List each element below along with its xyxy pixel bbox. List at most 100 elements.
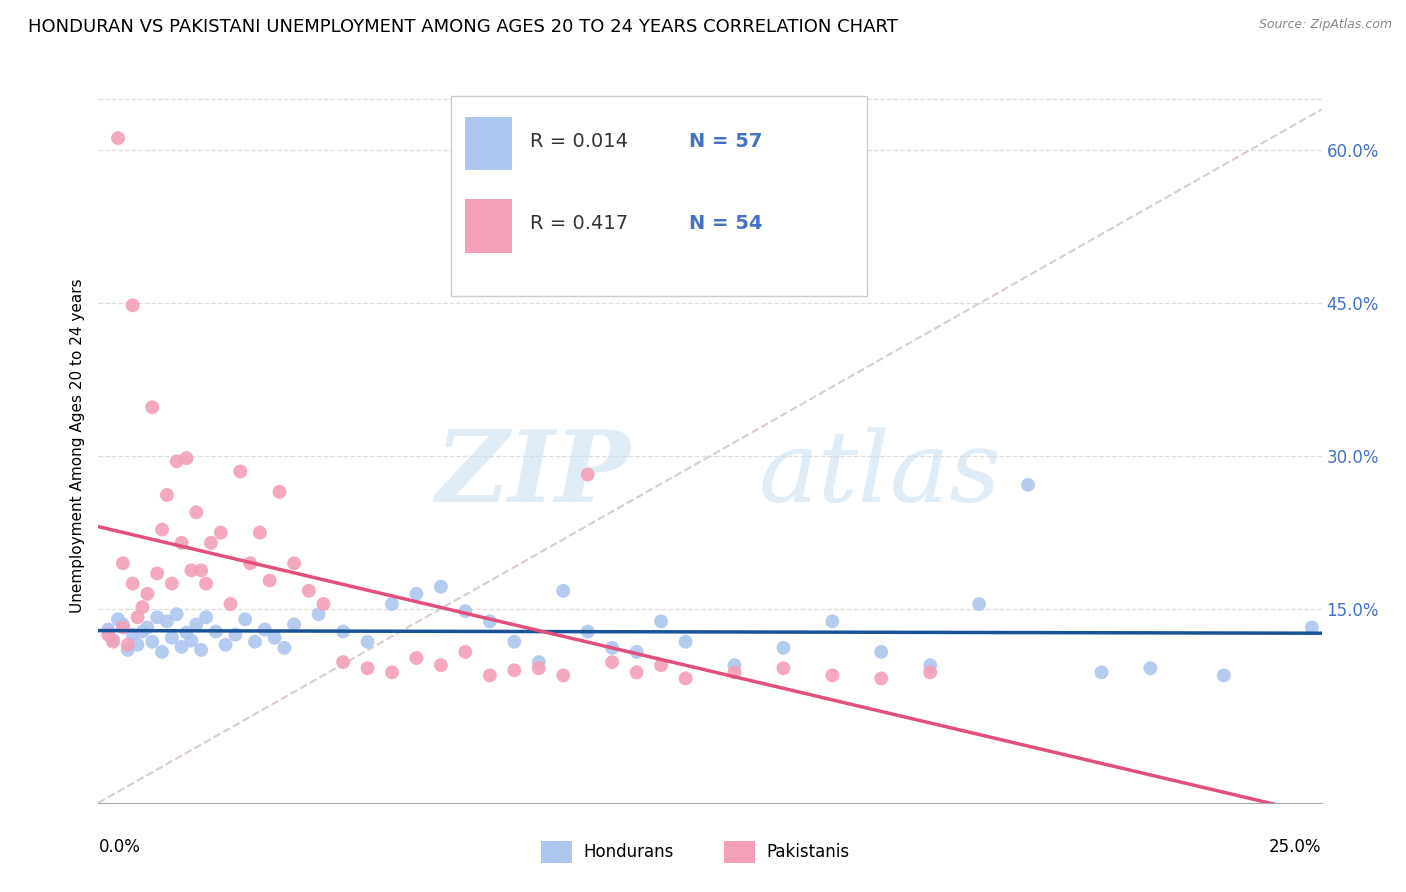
Point <box>626 645 648 659</box>
Point <box>101 632 124 647</box>
Point <box>332 655 354 669</box>
Point <box>312 597 335 611</box>
Text: R = 0.417: R = 0.417 <box>530 214 628 233</box>
Text: atlas: atlas <box>759 427 1001 522</box>
Point <box>160 631 183 645</box>
Point <box>454 604 477 618</box>
Text: ZIP: ZIP <box>436 426 630 523</box>
Point <box>503 663 526 677</box>
Point <box>381 597 404 611</box>
Point <box>176 451 198 466</box>
Point <box>478 615 501 629</box>
Point <box>723 658 745 673</box>
Text: N = 57: N = 57 <box>689 132 762 151</box>
Point <box>127 638 149 652</box>
Point <box>675 634 697 648</box>
Point <box>141 634 163 648</box>
Point <box>772 640 794 655</box>
Point <box>821 668 844 682</box>
Point <box>356 634 378 648</box>
Point <box>243 634 266 648</box>
Point <box>576 467 599 482</box>
Point <box>195 576 218 591</box>
Point <box>967 597 990 611</box>
Point <box>229 465 252 479</box>
Point <box>166 454 188 468</box>
FancyBboxPatch shape <box>451 96 866 296</box>
Point <box>1212 668 1234 682</box>
Point <box>233 612 256 626</box>
Point <box>253 623 276 637</box>
Point <box>214 638 236 652</box>
Point <box>180 633 202 648</box>
Point <box>650 615 672 629</box>
Point <box>576 624 599 639</box>
Point <box>117 638 139 652</box>
Point <box>503 634 526 648</box>
Point <box>356 661 378 675</box>
Point <box>156 615 179 629</box>
Point <box>1090 665 1112 680</box>
Point <box>553 668 575 682</box>
Point <box>186 505 208 519</box>
Point <box>269 484 291 499</box>
Y-axis label: Unemployment Among Ages 20 to 24 years: Unemployment Among Ages 20 to 24 years <box>70 278 86 614</box>
Point <box>553 583 575 598</box>
Point <box>870 645 893 659</box>
Point <box>131 624 153 639</box>
Point <box>209 525 232 540</box>
Point <box>821 615 844 629</box>
Point <box>146 610 169 624</box>
Point <box>239 556 262 570</box>
Point <box>527 655 550 669</box>
Bar <box>465 117 512 170</box>
Point <box>121 298 143 312</box>
Point <box>405 587 427 601</box>
Text: HONDURAN VS PAKISTANI UNEMPLOYMENT AMONG AGES 20 TO 24 YEARS CORRELATION CHART: HONDURAN VS PAKISTANI UNEMPLOYMENT AMONG… <box>28 18 898 36</box>
Point <box>136 587 159 601</box>
Point <box>111 617 134 632</box>
Text: 0.0%: 0.0% <box>98 838 141 856</box>
Point <box>121 576 143 591</box>
Point <box>1017 477 1039 491</box>
Point <box>107 131 129 145</box>
Point <box>101 634 124 648</box>
Point <box>920 665 942 680</box>
Point <box>650 658 672 673</box>
Text: N = 54: N = 54 <box>689 214 762 233</box>
Point <box>249 525 271 540</box>
Point <box>283 556 305 570</box>
Point <box>195 610 218 624</box>
Text: Source: ZipAtlas.com: Source: ZipAtlas.com <box>1258 18 1392 31</box>
Point <box>176 625 198 640</box>
Point <box>146 566 169 581</box>
Point <box>723 665 745 680</box>
Point <box>259 574 281 588</box>
Point <box>200 536 222 550</box>
Point <box>430 580 453 594</box>
Point <box>600 655 623 669</box>
Point <box>121 627 143 641</box>
Point <box>870 672 893 686</box>
Point <box>111 556 134 570</box>
Point <box>117 643 139 657</box>
Point <box>150 523 173 537</box>
Point <box>166 607 188 622</box>
Point <box>156 488 179 502</box>
Point <box>97 623 120 637</box>
Point <box>772 661 794 675</box>
Point <box>170 536 193 550</box>
Point <box>405 651 427 665</box>
Point <box>332 624 354 639</box>
Point <box>1301 620 1323 634</box>
Point <box>600 640 623 655</box>
Point <box>527 661 550 675</box>
Point <box>180 563 202 577</box>
Point <box>111 620 134 634</box>
Point <box>136 620 159 634</box>
Point <box>920 658 942 673</box>
Bar <box>465 199 512 252</box>
Point <box>1139 661 1161 675</box>
Point <box>675 672 697 686</box>
Point <box>190 563 212 577</box>
